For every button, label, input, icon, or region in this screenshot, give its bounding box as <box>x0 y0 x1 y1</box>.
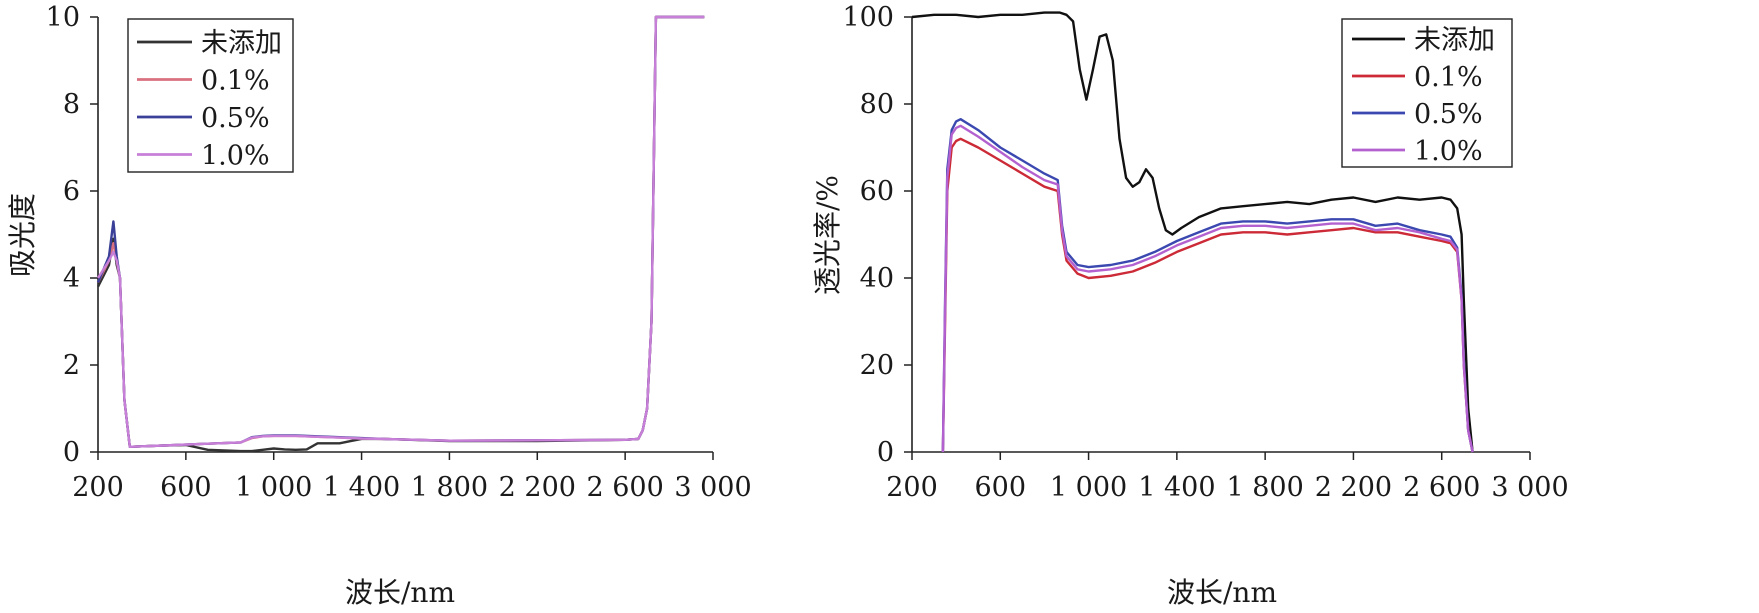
x-tick-label: 200 <box>886 472 938 503</box>
legend-label: 1.0% <box>201 141 270 172</box>
series-line-1 <box>941 137 1474 453</box>
x-axis-title: 波长/nm <box>1167 576 1277 609</box>
x-tick-label: 1 800 <box>1226 472 1303 503</box>
y-tick-label: 2 <box>63 350 80 381</box>
x-tick-label: 200 <box>72 472 124 503</box>
series-line-3 <box>941 124 1474 453</box>
x-tick-label: 2 600 <box>586 472 663 503</box>
y-tick-label: 100 <box>842 2 894 33</box>
x-tick-label: 1 800 <box>411 472 488 503</box>
y-axis-title: 透光率/% <box>811 175 844 295</box>
series-line-3 <box>96 15 705 448</box>
legend-box <box>127 18 294 173</box>
y-axis-title: 吸光度 <box>6 193 39 277</box>
x-tick-label: 600 <box>160 472 212 503</box>
transmittance-chart: 0 20 40 60 80 100 200 600 1 000 1 400 1 800 2 200 2 … <box>811 2 1569 609</box>
y-tick-label: 10 <box>46 2 80 33</box>
legend-box <box>1341 18 1513 168</box>
x-tick-label: 2 200 <box>1315 472 1392 503</box>
series-line-2 <box>941 117 1474 453</box>
y-tick-label: 80 <box>860 89 894 120</box>
legend-label: 0.5% <box>1414 99 1483 130</box>
y-tick-label: 0 <box>63 437 80 468</box>
x-tick-label: 2 600 <box>1403 472 1480 503</box>
legend-label: 未添加 <box>201 28 282 59</box>
absorbance-chart: 0 2 4 6 8 10 200 600 1 000 1 400 1 800 2 200 2 600 3 … <box>6 2 752 609</box>
x-tick-label: 1 400 <box>323 472 400 503</box>
x-tick-label: 1 400 <box>1138 472 1215 503</box>
y-tick-label: 6 <box>63 176 80 207</box>
y-tick-label: 40 <box>860 263 894 294</box>
x-tick-label: 3 000 <box>674 472 751 503</box>
x-axis-title: 波长/nm <box>345 576 455 609</box>
legend-label: 0.5% <box>201 103 270 134</box>
x-tick-label: 600 <box>975 472 1027 503</box>
y-tick-label: 20 <box>860 350 894 381</box>
x-tick-label: 1 000 <box>235 472 312 503</box>
legend-label: 未添加 <box>1414 25 1495 56</box>
y-tick-label: 4 <box>63 263 80 294</box>
y-tick-label: 8 <box>63 89 80 120</box>
legend-label: 1.0% <box>1414 136 1483 167</box>
y-tick-label: 60 <box>860 176 894 207</box>
y-tick-label: 0 <box>877 437 894 468</box>
x-tick-label: 3 000 <box>1491 472 1568 503</box>
x-tick-label: 1 000 <box>1050 472 1127 503</box>
legend-label: 0.1% <box>201 66 270 97</box>
x-tick-label: 2 200 <box>499 472 576 503</box>
legend-label: 0.1% <box>1414 62 1483 93</box>
series-line-0 <box>911 11 1474 453</box>
